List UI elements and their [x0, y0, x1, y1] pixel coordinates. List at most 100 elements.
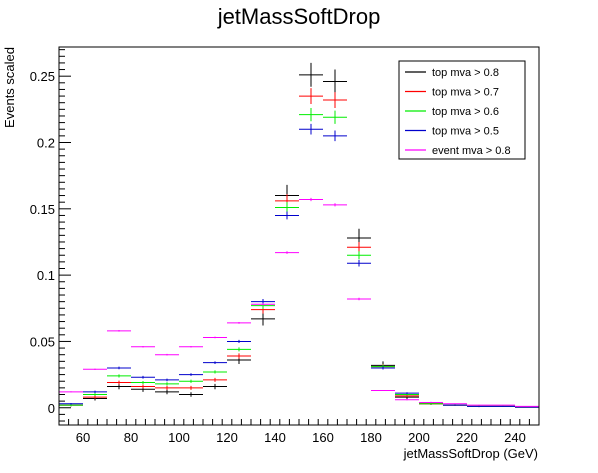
y-tick-label: 0 — [48, 401, 55, 416]
data-point — [107, 366, 131, 370]
legend-entry: top mva > 0.8 — [405, 67, 499, 79]
data-point — [203, 361, 227, 364]
data-point — [323, 130, 347, 142]
y-tick-label: 0.05 — [30, 334, 55, 349]
data-point — [179, 392, 203, 397]
data-point — [131, 384, 155, 389]
x-tick-label: 140 — [264, 430, 286, 445]
data-point — [59, 402, 83, 405]
error-bars — [59, 62, 539, 408]
x-tick-label: 60 — [76, 430, 90, 445]
data-point — [155, 382, 179, 386]
x-tick-label: 160 — [312, 430, 334, 445]
legend-entry: top mva > 0.6 — [405, 106, 499, 118]
x-tick-label: 220 — [456, 430, 478, 445]
data-point — [347, 241, 371, 253]
y-axis: 0 0.05 0.1 0.15 0.2 0.25 — [30, 49, 71, 422]
data-point — [203, 377, 227, 382]
data-point — [347, 259, 371, 267]
legend-entry: top mva > 0.5 — [405, 126, 499, 138]
x-tick-label: 240 — [504, 430, 526, 445]
x-tick-label: 80 — [124, 430, 138, 445]
data-point — [251, 312, 275, 326]
data-point — [443, 403, 467, 405]
data-point — [347, 251, 371, 260]
legend-label: event mva > 0.8 — [432, 145, 511, 157]
data-point — [131, 380, 155, 385]
legend-label: top mva > 0.6 — [432, 106, 499, 118]
x-tick-label: 180 — [360, 430, 382, 445]
data-point — [323, 69, 347, 94]
data-point — [155, 378, 179, 382]
data-point — [275, 251, 299, 254]
series-4 — [59, 197, 539, 407]
data-point — [83, 395, 107, 399]
x-tick-label: 100 — [168, 430, 190, 445]
data-point — [299, 123, 323, 135]
data-point — [419, 403, 443, 405]
data-point — [179, 379, 203, 383]
data-point — [491, 405, 515, 407]
data-point — [227, 339, 251, 344]
data-point — [107, 330, 131, 332]
series-3 — [59, 123, 539, 408]
data-point — [155, 385, 179, 390]
data-point — [59, 391, 83, 393]
data-point — [467, 405, 491, 407]
data-point — [275, 202, 299, 213]
data-point — [275, 211, 299, 220]
data-point — [107, 380, 131, 385]
legend: top mva > 0.8 top mva > 0.7 top mva > 0.6 t… — [398, 60, 526, 160]
data-point — [323, 92, 347, 109]
data-point — [203, 336, 227, 339]
data-point — [299, 62, 323, 87]
x-tick-label: 200 — [408, 430, 430, 445]
data-point — [179, 373, 203, 376]
data-point — [227, 321, 251, 324]
data-point — [419, 401, 443, 403]
data-point — [203, 370, 227, 374]
data-point — [227, 347, 251, 352]
data-point — [203, 383, 227, 390]
y-tick-label: 0.15 — [30, 202, 55, 217]
y-tick-label: 0.2 — [37, 135, 55, 150]
data-point — [131, 345, 155, 348]
legend-entry: top mva > 0.7 — [405, 87, 499, 99]
legend-entries: top mva > 0.8 top mva > 0.7 top mva > 0.6 t… — [405, 67, 511, 157]
data-point — [83, 368, 107, 370]
data-point — [395, 399, 419, 401]
y-tick-label: 0.25 — [30, 69, 55, 84]
data-point — [107, 374, 131, 378]
data-point — [371, 389, 395, 392]
data-point — [347, 297, 371, 301]
data-point — [227, 353, 251, 359]
data-point — [107, 383, 131, 390]
data-point — [299, 88, 323, 105]
data-point — [299, 197, 323, 202]
data-point — [395, 392, 419, 395]
legend-label: top mva > 0.8 — [432, 67, 499, 79]
data-point — [323, 203, 347, 207]
data-point — [155, 389, 179, 395]
data-point — [179, 385, 203, 390]
data-point — [371, 366, 395, 370]
data-point — [83, 393, 107, 396]
data-point — [467, 404, 491, 406]
legend-label: top mva > 0.5 — [432, 126, 499, 138]
x-axis-title: jetMassSoftDrop (GeV) — [403, 446, 538, 461]
x-axis: 60 80 100 120 140 160 180 200 220 240 — [58, 419, 540, 445]
data-point — [83, 390, 107, 394]
data-point — [323, 110, 347, 124]
chart-title: jetMassSoftDrop — [217, 4, 381, 29]
y-tick-label: 0.1 — [37, 268, 55, 283]
x-tick-label: 120 — [216, 430, 238, 445]
legend-entry: event mva > 0.8 — [405, 145, 511, 157]
data-point — [443, 404, 467, 406]
data-point — [179, 345, 203, 348]
data-point — [131, 375, 155, 379]
data-point — [155, 353, 179, 356]
data-point — [251, 303, 275, 306]
y-axis-title: Events scaled — [2, 47, 17, 128]
data-point — [299, 108, 323, 122]
